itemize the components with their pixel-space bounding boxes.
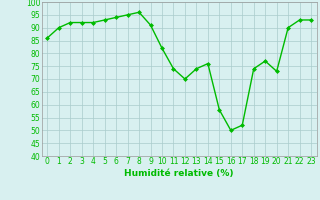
X-axis label: Humidité relative (%): Humidité relative (%) bbox=[124, 169, 234, 178]
